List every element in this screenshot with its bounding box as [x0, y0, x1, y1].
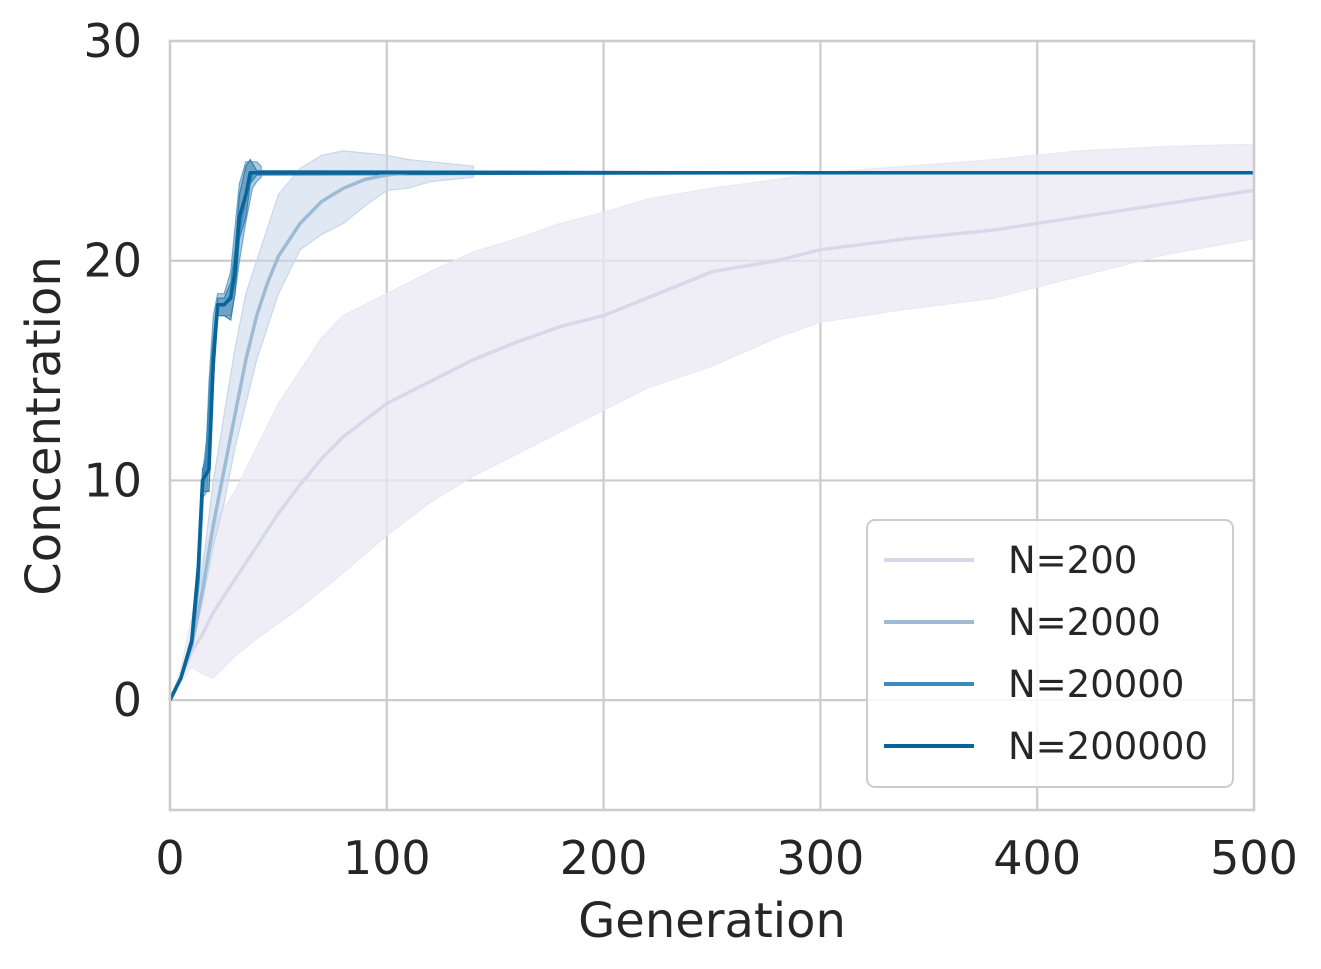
x-tick-label: 200: [560, 831, 648, 885]
x-axis-label: Generation: [578, 893, 846, 949]
y-axis-label: Concentration: [16, 256, 72, 596]
x-tick-label: 100: [343, 831, 431, 885]
x-tick-label: 500: [1210, 831, 1298, 885]
legend-label-3: N=200000: [1008, 725, 1208, 768]
y-tick-label: 30: [83, 14, 142, 68]
legend-label-2: N=20000: [1008, 663, 1184, 706]
y-tick-label: 0: [113, 673, 142, 727]
line-series-3: [168, 171, 1254, 701]
legend-box: [866, 519, 1234, 788]
series-lines: [168, 171, 1255, 701]
x-tick-label: 300: [776, 831, 864, 885]
y-tick-labels: 0 10 20 30: [83, 14, 142, 727]
legend: N=200 N=2000 N=20000 N=200000: [866, 519, 1234, 788]
plot-frame: [168, 39, 1256, 812]
y-tick-label: 20: [83, 234, 142, 288]
legend-label-0: N=200: [1008, 539, 1137, 582]
line-series-1: [168, 171, 474, 701]
x-tick-labels: 0 100 200 300 400 500: [155, 831, 1298, 885]
x-tick-label: 400: [993, 831, 1081, 885]
y-tick-label: 10: [83, 453, 142, 507]
line-series-0: [168, 188, 1255, 701]
legend-label-1: N=2000: [1008, 601, 1161, 644]
x-tick-label: 0: [155, 831, 184, 885]
